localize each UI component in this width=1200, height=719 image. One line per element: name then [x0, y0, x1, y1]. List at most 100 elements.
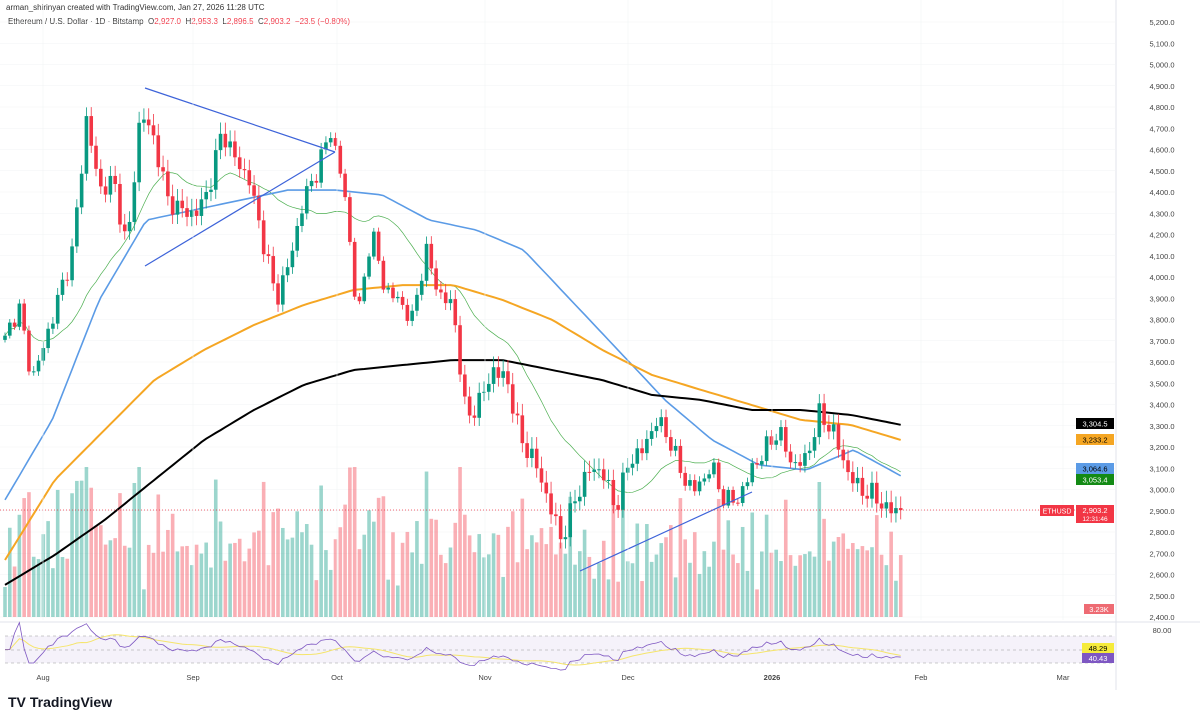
candles — [3, 107, 903, 549]
volume-bar — [716, 498, 721, 617]
volume-bar — [314, 580, 319, 617]
candle-body — [79, 173, 84, 208]
volume-bar — [649, 561, 654, 617]
price-tick: 4,900.0 — [1149, 82, 1174, 91]
candle-body — [755, 463, 759, 465]
candle-body — [606, 479, 611, 481]
candle-body — [558, 516, 563, 540]
price-tick: 5,200.0 — [1149, 18, 1174, 27]
volume-bar — [750, 512, 755, 617]
candle-body — [142, 119, 146, 123]
price-tick: 2,400.0 — [1149, 613, 1174, 622]
triangle-lower-line[interactable] — [144, 151, 336, 267]
volume-bar — [712, 541, 716, 617]
ma20-badge: 3,053.4 — [1082, 476, 1107, 485]
low-value: 2,896.5 — [226, 17, 254, 26]
price-tick: 3,300.0 — [1149, 422, 1174, 431]
volume-bar — [257, 530, 261, 617]
volume-bar — [84, 467, 89, 617]
volume-bar — [27, 492, 31, 617]
volume-bar — [525, 549, 529, 617]
candle-body — [237, 157, 242, 170]
volume-bar — [89, 487, 94, 617]
volume-bar — [894, 580, 898, 617]
candle-body — [84, 116, 89, 174]
volume-bar — [228, 543, 232, 617]
volume-bar — [472, 552, 477, 617]
time-tick: Feb — [915, 673, 928, 682]
candle-body — [127, 221, 132, 232]
triangle-upper-line[interactable] — [144, 87, 336, 153]
volume-bar — [654, 554, 659, 617]
price-tick: 4,100.0 — [1149, 252, 1174, 261]
volume-bar — [247, 548, 252, 617]
volume-bar — [319, 485, 323, 617]
candle-body — [295, 225, 299, 251]
candle-body — [300, 213, 304, 226]
candle-body — [472, 415, 477, 418]
volume-bar — [774, 549, 778, 617]
volume-bar — [827, 560, 831, 617]
candle-body — [831, 424, 836, 432]
candle-body — [486, 383, 491, 392]
candle-body — [376, 231, 381, 261]
candle-body — [898, 508, 903, 511]
candle-body — [630, 463, 635, 468]
volume-bar — [386, 579, 390, 617]
candle-body — [870, 482, 874, 499]
volume-bar — [170, 513, 175, 617]
tradingview-logo[interactable]: TV TradingView — [8, 694, 113, 710]
volume-bar — [783, 499, 788, 617]
candle-body — [496, 367, 501, 378]
volume-bar — [376, 497, 381, 617]
candle-body — [664, 417, 668, 438]
candle-body — [324, 142, 328, 150]
volume-bar — [851, 543, 855, 617]
volume-bar — [367, 510, 371, 617]
volume-bar — [3, 587, 7, 617]
candle-body — [247, 170, 252, 186]
volume-bar — [79, 480, 84, 617]
price-chart[interactable]: 2,400.0 2,500.0 2,600.0 2,700.0 2,800.0 2,900… — [0, 0, 1200, 690]
volume-bar — [372, 521, 376, 617]
candle-body — [889, 502, 893, 514]
volume-bar — [266, 565, 271, 617]
volume-bar — [190, 565, 194, 617]
candle-body — [817, 403, 822, 438]
trendline-drawings[interactable] — [144, 87, 753, 572]
volume-bar — [779, 561, 783, 617]
candle-body — [822, 403, 826, 425]
price-tick: 5,100.0 — [1149, 39, 1174, 48]
volume-bar — [817, 482, 822, 617]
volume-bar — [103, 544, 108, 617]
price-tick: 4,000.0 — [1149, 273, 1174, 282]
candle-body — [166, 171, 170, 197]
candle-body — [688, 480, 692, 486]
candle-body — [36, 360, 41, 372]
candle-body — [731, 489, 735, 503]
price-axis[interactable]: 2,400.0 2,500.0 2,600.0 2,700.0 2,800.0 2,900… — [0, 18, 1175, 622]
candle-body — [515, 413, 520, 416]
candle-body — [151, 125, 156, 136]
time-tick: Aug — [36, 673, 49, 682]
volume-bar — [113, 538, 117, 617]
candle-body — [381, 260, 386, 290]
volume-bar — [65, 558, 70, 617]
candle-body — [424, 243, 429, 281]
volume-bar — [348, 467, 352, 617]
price-tick: 4,300.0 — [1149, 209, 1174, 218]
candle-body — [276, 283, 280, 305]
candle-body — [443, 292, 448, 304]
support-trendline[interactable] — [579, 491, 753, 572]
candle-body — [60, 279, 65, 295]
volume-bar — [635, 523, 640, 617]
time-axis[interactable]: Aug Sep Oct Nov Dec 2026 Feb Mar — [36, 0, 1070, 682]
volume-bar — [803, 554, 807, 617]
price-tick: 5,000.0 — [1149, 61, 1174, 70]
time-tick: Oct — [331, 673, 344, 682]
volume-bar — [707, 566, 711, 617]
volume-bar — [209, 567, 213, 617]
price-tick: 3,000.0 — [1149, 486, 1174, 495]
volume-bar — [439, 554, 443, 617]
candle-body — [520, 415, 525, 444]
